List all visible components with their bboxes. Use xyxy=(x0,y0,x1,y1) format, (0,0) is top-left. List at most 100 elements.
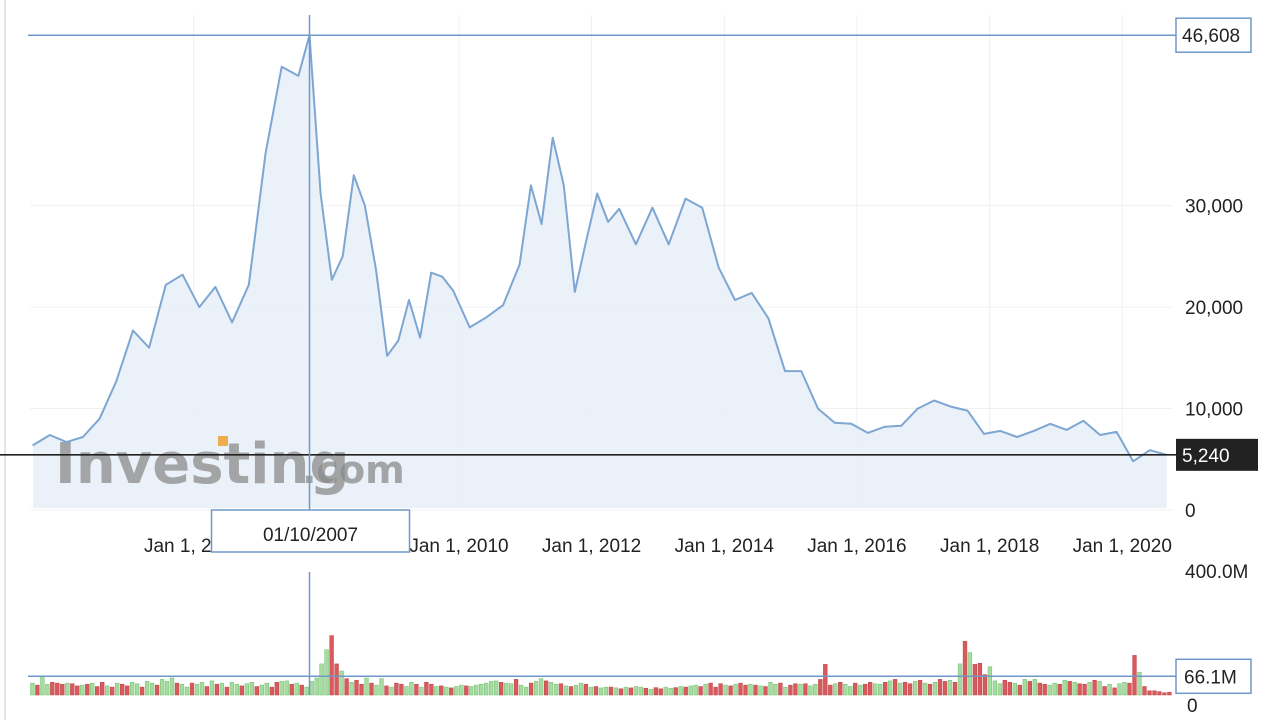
volume-bar-17 xyxy=(115,682,120,696)
price-point-34 xyxy=(518,263,521,266)
volume-bar-31 xyxy=(184,686,190,696)
volume-bar-111 xyxy=(583,683,589,696)
volume-bar-127 xyxy=(663,686,668,696)
volume-bar-82 xyxy=(439,685,444,696)
volume-bar-99 xyxy=(523,686,529,696)
volume-bar-169 xyxy=(873,683,878,696)
volume-bar-223 xyxy=(1142,686,1147,696)
volume-bar-78 xyxy=(419,686,424,696)
volume-bar-117 xyxy=(613,687,619,696)
volume-bar-188 xyxy=(967,652,973,696)
volume-bar-197 xyxy=(1012,682,1017,696)
price-point-61 xyxy=(916,407,919,410)
volume-bar-194 xyxy=(997,683,1003,696)
price-point-47 xyxy=(684,197,687,200)
volume-bar-217 xyxy=(1112,687,1117,696)
volume-bar-70 xyxy=(379,678,384,696)
volume-bar-12 xyxy=(90,682,95,696)
volume-bar-58 xyxy=(319,663,324,696)
volume-bar-150 xyxy=(778,682,783,696)
volume-bar-51 xyxy=(284,680,289,696)
volume-bar-149 xyxy=(773,683,778,696)
last-price-badge xyxy=(1176,438,1258,471)
volume-bar-109 xyxy=(573,684,579,696)
volume-bar-21 xyxy=(134,683,140,696)
volume-bar-151 xyxy=(783,686,788,696)
volume-bar-216 xyxy=(1107,683,1112,696)
volume-bar-120 xyxy=(628,687,633,696)
volume-bar-41 xyxy=(234,683,240,696)
price-area xyxy=(33,35,1167,508)
volume-bar-118 xyxy=(618,688,624,696)
volume-bar-164 xyxy=(848,686,853,696)
price-point-3 xyxy=(82,436,84,438)
volume-bar-87 xyxy=(464,685,469,696)
price-point-46 xyxy=(667,243,670,246)
volume-bar-92 xyxy=(489,681,494,696)
y-tick-label-2: 10,000 xyxy=(1185,400,1243,421)
volume-bar-54 xyxy=(299,684,304,696)
volume-bar-171 xyxy=(883,682,888,696)
price-point-68 xyxy=(1033,430,1035,432)
price-point-52 xyxy=(767,317,770,320)
volume-bar-157 xyxy=(813,683,818,696)
volume-bar-215 xyxy=(1102,686,1107,696)
volume-bar-79 xyxy=(424,682,429,696)
price-point-41 xyxy=(596,192,598,195)
volume-bar-77 xyxy=(414,683,419,696)
volume-bar-187 xyxy=(962,640,968,696)
price-point-73 xyxy=(1115,431,1118,433)
volume-bar-95 xyxy=(504,682,509,696)
volume-bar-220 xyxy=(1127,682,1132,696)
price-point-7 xyxy=(148,346,150,349)
volume-bar-50 xyxy=(279,681,284,696)
volume-bar-103 xyxy=(543,680,549,696)
x-tick-label-4: Jan 1, 2016 xyxy=(807,536,906,557)
volume-bar-131 xyxy=(683,686,688,696)
volume-bar-112 xyxy=(588,686,594,696)
price-point-54 xyxy=(800,370,803,372)
volume-bar-161 xyxy=(833,683,838,696)
price-point-72 xyxy=(1099,434,1101,436)
price-point-14 xyxy=(264,152,267,154)
price-point-55 xyxy=(817,407,819,410)
price-point-9 xyxy=(181,273,184,276)
volume-bar-75 xyxy=(404,686,409,696)
volume-bar-192 xyxy=(987,666,993,696)
volume-bar-198 xyxy=(1017,684,1022,696)
volume-bar-45 xyxy=(254,686,259,696)
volume-bar-110 xyxy=(578,682,584,696)
price-point-0 xyxy=(32,444,34,446)
price-point-28 xyxy=(430,271,433,274)
volume-bar-152 xyxy=(788,684,793,696)
price-point-48 xyxy=(701,206,703,209)
volume-bar-113 xyxy=(593,686,599,696)
price-point-38 xyxy=(563,184,565,187)
volume-bar-4 xyxy=(50,682,55,696)
price-point-2 xyxy=(65,441,68,443)
volume-bar-71 xyxy=(384,685,389,696)
volume-bar-49 xyxy=(274,682,279,696)
volume-bar-65 xyxy=(354,680,359,696)
crosshair-volume-badge xyxy=(1175,658,1252,695)
volume-bar-143 xyxy=(743,684,748,696)
price-point-62 xyxy=(933,399,935,402)
volume-bar-43 xyxy=(244,683,249,696)
volume-bar-158 xyxy=(818,679,823,696)
volume-bars xyxy=(30,635,1172,696)
crosshair-date-badge xyxy=(210,509,411,553)
volume-bar-28 xyxy=(169,677,175,696)
price-point-57 xyxy=(850,423,853,425)
volume-bar-81 xyxy=(434,686,439,696)
volume-bar-184 xyxy=(947,680,953,696)
price-point-45 xyxy=(651,206,654,209)
volume-bar-13 xyxy=(95,686,100,696)
y-tick-label-3: 0 xyxy=(1185,501,1196,522)
volume-bar-172 xyxy=(887,680,893,696)
volume-bar-83 xyxy=(444,686,449,696)
volume-bar-199 xyxy=(1022,679,1027,696)
price-point-64 xyxy=(966,409,969,412)
volume-bar-16 xyxy=(110,686,115,696)
